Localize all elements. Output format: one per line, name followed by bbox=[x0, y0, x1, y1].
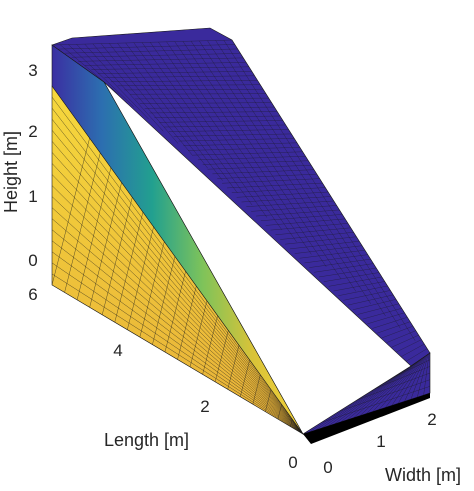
z-axis-label: Height [m] bbox=[1, 131, 21, 213]
axis-ticks: 0 1 2 3 6 4 2 0 0 1 2 bbox=[28, 61, 436, 477]
z-tick-label: 3 bbox=[28, 61, 37, 80]
y-tick-label: 2 bbox=[200, 397, 209, 416]
slope-face-mesh bbox=[52, 82, 303, 434]
z-tick-label: 2 bbox=[28, 122, 37, 141]
prism-solid bbox=[51, 27, 431, 444]
y-tick-label: 6 bbox=[28, 285, 37, 304]
top-face-mesh bbox=[52, 39, 430, 366]
base-edge bbox=[303, 393, 430, 444]
x-axis-label: Width [m] bbox=[385, 465, 461, 485]
x-tick-label: 2 bbox=[427, 410, 436, 429]
z-tick-label: 1 bbox=[28, 187, 37, 206]
x-tick-label: 0 bbox=[323, 458, 332, 477]
z-tick-label: 0 bbox=[28, 251, 37, 270]
x-tick-label: 1 bbox=[376, 432, 385, 451]
y-axis-label: Length [m] bbox=[104, 430, 189, 450]
y-tick-label: 0 bbox=[288, 453, 297, 472]
y-tick-label: 4 bbox=[113, 341, 122, 360]
